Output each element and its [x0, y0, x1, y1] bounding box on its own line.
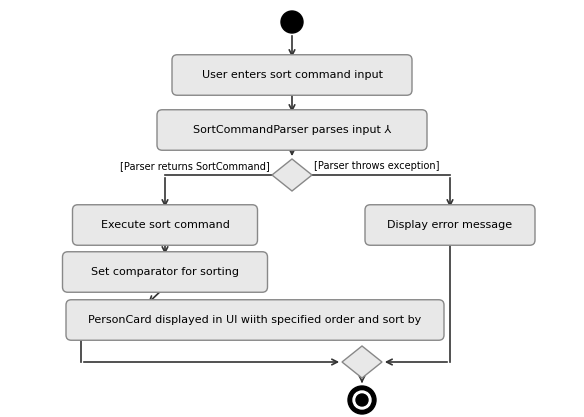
Text: SortCommandParser parses input ⅄: SortCommandParser parses input ⅄: [193, 125, 391, 135]
FancyBboxPatch shape: [172, 55, 412, 95]
Text: [Parser throws exception]: [Parser throws exception]: [314, 161, 440, 171]
Polygon shape: [272, 159, 312, 191]
Circle shape: [281, 11, 303, 33]
FancyBboxPatch shape: [72, 205, 258, 245]
Text: Display error message: Display error message: [387, 220, 513, 230]
Text: [Parser returns SortCommand]: [Parser returns SortCommand]: [120, 161, 270, 171]
FancyBboxPatch shape: [365, 205, 535, 245]
FancyBboxPatch shape: [157, 110, 427, 150]
FancyBboxPatch shape: [66, 300, 444, 340]
Text: User enters sort command input: User enters sort command input: [201, 70, 383, 80]
Text: PersonCard displayed in UI wiith specified order and sort by: PersonCard displayed in UI wiith specifi…: [88, 315, 422, 325]
FancyBboxPatch shape: [62, 252, 267, 292]
Text: Execute sort command: Execute sort command: [100, 220, 230, 230]
Circle shape: [348, 386, 376, 414]
Circle shape: [353, 391, 371, 409]
Circle shape: [356, 394, 368, 406]
Polygon shape: [342, 346, 382, 378]
Text: Set comparator for sorting: Set comparator for sorting: [91, 267, 239, 277]
